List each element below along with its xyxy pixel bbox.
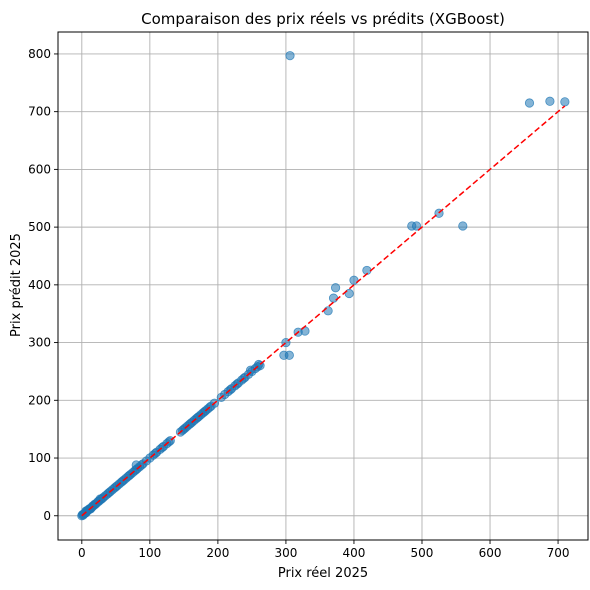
chart-title: Comparaison des prix réels vs prédits (X…: [141, 10, 505, 28]
plot-frame: [57, 31, 589, 541]
data-point: [411, 221, 422, 231]
x-tick-label: 400: [343, 546, 366, 560]
x-tick-label: 100: [138, 546, 161, 560]
x-axis-ticks: 0 100 200 300 400 500 600 700: [78, 540, 570, 560]
y-tick-label: 200: [28, 393, 51, 407]
reference-line: [81, 105, 566, 517]
data-point: [524, 98, 535, 108]
data-point: [330, 283, 341, 293]
y-tick-label: 500: [28, 220, 51, 234]
data-point: [284, 350, 294, 360]
y-tick-label: 100: [28, 451, 51, 465]
y-tick-label: 0: [43, 509, 51, 523]
y-tick-label: 600: [28, 162, 51, 176]
x-axis-label: Prix réel 2025: [278, 566, 368, 581]
x-tick-label: 700: [547, 546, 570, 560]
y-axis-ticks: 0 100 200 300 400 500 600 700 800: [28, 47, 58, 523]
y-tick-label: 300: [28, 336, 51, 350]
y-tick-label: 800: [28, 47, 51, 61]
x-tick-label: 200: [206, 546, 229, 560]
x-tick-label: 600: [479, 546, 502, 560]
y-tick-label: 700: [28, 105, 51, 119]
data-point: [328, 293, 339, 303]
y-tick-label: 400: [28, 278, 51, 292]
x-tick-label: 500: [411, 546, 434, 560]
data-point: [285, 51, 295, 61]
y-axis-label: Prix prédit 2025: [9, 233, 24, 337]
data-point: [323, 306, 333, 316]
x-tick-label: 300: [274, 546, 297, 560]
data-point: [458, 221, 468, 231]
x-tick-label: 0: [78, 546, 86, 560]
data-points: [77, 51, 570, 521]
data-point: [560, 97, 570, 107]
data-point: [545, 96, 555, 106]
grid: [58, 32, 588, 540]
